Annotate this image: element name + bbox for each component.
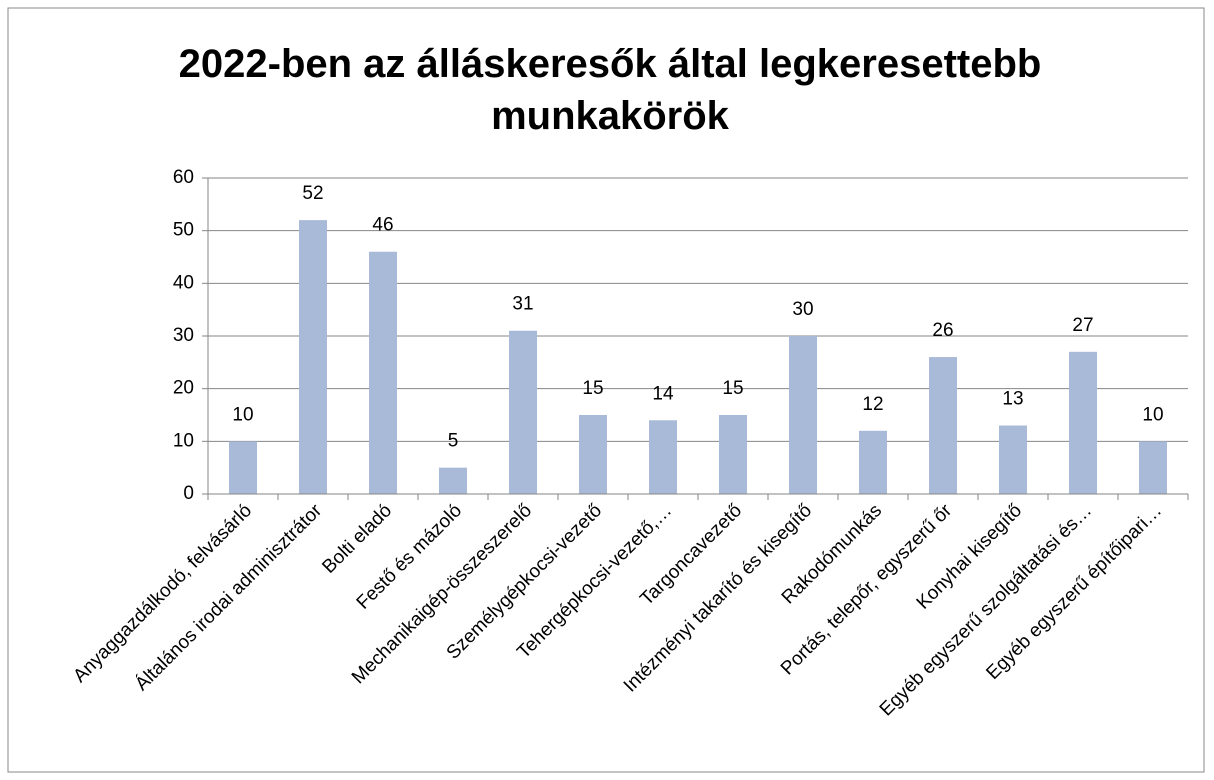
bar bbox=[299, 220, 327, 494]
y-tick-label: 30 bbox=[173, 325, 194, 346]
data-label: 15 bbox=[582, 378, 603, 399]
data-label: 31 bbox=[512, 294, 533, 315]
y-tick-label: 40 bbox=[173, 272, 194, 293]
y-tick-label: 60 bbox=[173, 167, 194, 188]
data-label: 27 bbox=[1072, 315, 1093, 336]
bar bbox=[999, 425, 1027, 494]
bar bbox=[859, 430, 887, 494]
bar bbox=[1069, 351, 1097, 494]
data-label: 15 bbox=[722, 378, 743, 399]
data-label: 46 bbox=[372, 215, 393, 236]
y-tick-label: 10 bbox=[173, 430, 194, 451]
bar bbox=[719, 415, 747, 494]
data-label: 10 bbox=[232, 404, 253, 425]
bar bbox=[509, 330, 537, 494]
y-tick-label: 0 bbox=[183, 483, 194, 504]
data-label: 10 bbox=[1142, 404, 1163, 425]
chart-title: 2022-ben az álláskeresők által legkerese… bbox=[178, 42, 1042, 138]
data-label: 52 bbox=[302, 183, 323, 204]
bar bbox=[649, 420, 677, 494]
bar bbox=[1139, 441, 1167, 494]
chart-border bbox=[7, 7, 1205, 773]
data-label: 30 bbox=[792, 299, 813, 320]
bar bbox=[369, 251, 397, 494]
y-tick-label: 20 bbox=[173, 378, 194, 399]
data-label: 14 bbox=[652, 383, 674, 404]
y-tick-label: 50 bbox=[173, 220, 194, 241]
bar bbox=[439, 467, 467, 494]
bar bbox=[229, 441, 257, 494]
bar bbox=[929, 357, 957, 494]
data-label: 26 bbox=[932, 320, 953, 341]
data-label: 12 bbox=[862, 394, 883, 415]
data-label: 13 bbox=[1002, 389, 1023, 410]
bar bbox=[789, 336, 817, 494]
bar bbox=[579, 415, 607, 494]
data-label: 5 bbox=[448, 431, 459, 452]
